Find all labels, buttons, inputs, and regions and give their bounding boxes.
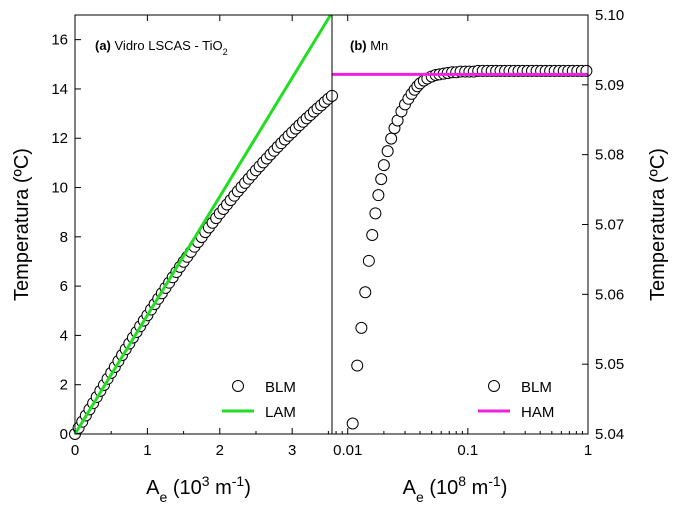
panel-b-data-point xyxy=(367,229,378,240)
panel-b-x-axis-title-part: -1 xyxy=(488,473,501,489)
panel-b-y-tick-label: 5.04 xyxy=(595,426,624,443)
panel-a-x-tick-label: 0 xyxy=(71,442,79,459)
panel-b-data-point xyxy=(386,133,397,144)
panel-b-data-point xyxy=(376,174,387,185)
panel-b-x-tick-label: 0.1 xyxy=(457,442,478,459)
panel-b-x-axis-title-part: e xyxy=(416,489,424,505)
panel-b-legend-label-blm: BLM xyxy=(521,379,552,396)
panel-b-label-part: (b) xyxy=(350,38,370,53)
panel-b-data-point xyxy=(382,146,393,157)
panel-a-y-tick-label: 12 xyxy=(51,130,68,147)
panel-b-legend-marker-blm xyxy=(489,381,500,392)
panel-a-label-part: Vidro LSCAS - TiO xyxy=(115,38,223,53)
panel-b-y-tick-label: 5.07 xyxy=(595,217,624,234)
panel-b-legend-label-ham: HAM xyxy=(521,404,554,421)
panel-b-x-axis-title-part: m xyxy=(466,477,488,499)
panel-b-x-axis-title-part: ) xyxy=(501,477,508,499)
panel-a-label-part: 2 xyxy=(223,47,228,57)
panel-a-legend-label-blm: BLM xyxy=(265,379,296,396)
panel-b-y-tick-label: 5.10 xyxy=(595,7,624,24)
panel-a-y-tick-label: 14 xyxy=(51,81,68,98)
panel-b-y-tick-label: 5.06 xyxy=(595,286,624,303)
panel-b-y-tick-label: 5.09 xyxy=(595,77,624,94)
panel-a-x-axis-title-part: ) xyxy=(244,477,251,499)
panel-b-x-axis-title-part: 8 xyxy=(458,473,466,489)
panel-a-y-tick-label: 10 xyxy=(51,180,68,197)
panel-b-label-part: Mn xyxy=(370,38,388,53)
panel-a-x-axis-title-part: 3 xyxy=(202,473,210,489)
panel-a-x-tick-label: 2 xyxy=(216,442,224,459)
panel-b-x-tick-label: 0.01 xyxy=(333,442,362,459)
panel-a-x-axis-title-part: (10 xyxy=(167,477,201,499)
panel-a-x-tick-label: 3 xyxy=(288,442,296,459)
panel-a-x-axis-title-part: e xyxy=(159,489,167,505)
panel-a-x-tick-label: 1 xyxy=(143,442,151,459)
panel-a-y-tick-label: 0 xyxy=(60,426,68,443)
panel-b-data-point xyxy=(356,322,367,333)
panel-b-y-tick-label: 5.05 xyxy=(595,356,624,373)
panel-b-data-point xyxy=(373,190,384,201)
panel-b-data-point xyxy=(370,208,381,219)
panel-b-data-point xyxy=(360,287,371,298)
panel-a-y-axis-title: Temperatura (ºC) xyxy=(11,148,33,301)
panel-b-x-axis-title: Ae (108 m-1) xyxy=(403,473,508,505)
panel-b-data-point xyxy=(363,255,374,266)
panel-b-x-axis-title-part: A xyxy=(403,477,417,499)
panel-a-y-tick-label: 2 xyxy=(60,377,68,394)
panel-a-label: (a) Vidro LSCAS - TiO2 xyxy=(95,38,228,57)
panel-a-x-axis-title-part: A xyxy=(146,477,160,499)
panel-a-label-part: (a) xyxy=(95,38,115,53)
panel-a-x-axis-title-part: -1 xyxy=(232,473,245,489)
panel-a-x-axis-title-part: m xyxy=(210,477,232,499)
panel-a-y-tick-label: 6 xyxy=(60,278,68,295)
panel-a-x-axis-title: Ae (103 m-1) xyxy=(146,473,251,505)
panel-a-series-line-lam xyxy=(75,15,330,434)
panel-a-y-tick-label: 4 xyxy=(60,327,68,344)
panel-a-y-tick-label: 16 xyxy=(51,32,68,49)
panel-b-y-tick-label: 5.08 xyxy=(595,147,624,164)
panel-b-y-axis-title: Temperatura (ºC) xyxy=(647,148,669,301)
panel-a-legend-label-lam: LAM xyxy=(265,404,296,421)
panel-b-x-tick-label: 1 xyxy=(584,442,592,459)
panel-b-x-axis-title-part: (10 xyxy=(424,477,458,499)
panel-b-data-point xyxy=(378,160,389,171)
panel-b-label: (b) Mn xyxy=(350,38,388,53)
panel-b-data-point xyxy=(347,418,358,429)
panel-b-data-point xyxy=(352,360,363,371)
panel-a-legend-marker-blm xyxy=(233,381,244,392)
panel-a-y-tick-label: 8 xyxy=(60,229,68,246)
